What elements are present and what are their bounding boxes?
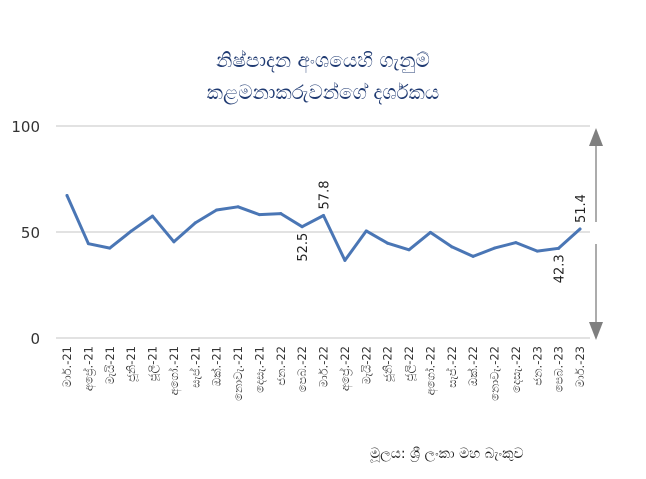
x-tick-label-4: ජූලි-21 <box>146 346 161 382</box>
data-point-15 <box>386 241 390 245</box>
x-tick-label-19: ඔක්.-22 <box>466 346 480 386</box>
x-tick-label-5: අගෝ.-21 <box>167 346 182 395</box>
x-tick-label-15: ජූනි-22 <box>381 346 396 382</box>
data-point-12 <box>322 213 325 217</box>
data-point-14 <box>364 229 368 233</box>
x-tick-label-12: මාර්.-22 <box>317 346 331 387</box>
x-tick-label-18: සැප්.-22 <box>445 346 459 388</box>
data-point-24 <box>578 227 582 231</box>
data-label-23: 42.3 <box>553 254 568 283</box>
data-point-1 <box>86 242 90 246</box>
x-tick-label-9: දෙසැ.-21 <box>252 346 266 393</box>
y-tick-label-50: 50 <box>21 224 40 242</box>
chart-title-line-2: කළමනාකරුවන්ගේ දර්ශකය <box>206 80 440 104</box>
x-tick-label-7: ඔක්.-21 <box>210 346 224 386</box>
data-label-11: 52.5 <box>296 233 311 262</box>
data-point-5 <box>172 240 176 244</box>
x-tick-label-10: ජන.-22 <box>274 346 288 386</box>
range-arrow-down-head <box>589 322 603 340</box>
data-point-18 <box>450 245 454 249</box>
data-point-4 <box>151 214 154 218</box>
data-label-24: 51.4 <box>574 194 589 223</box>
x-tick-label-22: ජන.-23 <box>530 346 544 386</box>
x-tick-label-14: මැයි-22 <box>359 346 373 385</box>
x-tick-label-21: දෙසැ.-22 <box>509 346 523 393</box>
data-point-13 <box>343 258 347 262</box>
data-point-16 <box>407 248 411 252</box>
data-point-8 <box>236 205 240 209</box>
y-tick-label-0: 0 <box>30 330 40 348</box>
range-arrow-up-head <box>589 128 603 146</box>
chart-title-line-1: නිෂ්පාදන අංශයෙහි ගැනුම් <box>216 48 430 72</box>
data-point-23 <box>557 246 561 250</box>
data-point-17 <box>428 230 432 234</box>
x-tick-label-17: අගෝ.-22 <box>423 346 438 395</box>
x-tick-label-20: නොවැ.-22 <box>488 346 502 401</box>
x-tick-label-24: මාර්.-23 <box>573 346 587 387</box>
x-tick-label-1: අප්‍රේ.-21 <box>81 346 96 391</box>
x-tick-label-23: පෙබ.-23 <box>552 346 566 392</box>
data-point-7 <box>215 208 219 212</box>
x-tick-label-11: පෙබ.-22 <box>295 346 309 392</box>
x-tick-label-8: නොවැ.-21 <box>231 346 245 401</box>
x-tick-label-16: ජූලි-22 <box>402 346 417 382</box>
data-point-2 <box>108 246 112 250</box>
x-tick-label-0: මාර්.-21 <box>60 346 74 387</box>
source-note: මූලය: ශ්‍රී ලංකා මහ බැංකුව <box>370 446 524 462</box>
data-point-11 <box>300 225 304 229</box>
data-point-20 <box>493 246 496 250</box>
x-tick-label-3: ජූනි-21 <box>124 346 139 382</box>
data-point-21 <box>514 241 518 245</box>
data-label-12: 57.8 <box>318 181 333 210</box>
x-tick-label-2: මැයි-21 <box>103 346 117 385</box>
data-point-9 <box>257 213 261 217</box>
data-point-10 <box>279 212 283 216</box>
data-point-22 <box>535 249 539 253</box>
y-tick-label-100: 100 <box>11 118 40 136</box>
data-point-19 <box>471 254 475 258</box>
data-point-6 <box>193 221 197 225</box>
x-tick-label-6: සැප්.-21 <box>188 346 202 388</box>
x-tick-label-13: අප්‍රේ.-22 <box>338 346 353 391</box>
data-point-3 <box>129 229 133 233</box>
data-point-0 <box>65 194 69 198</box>
